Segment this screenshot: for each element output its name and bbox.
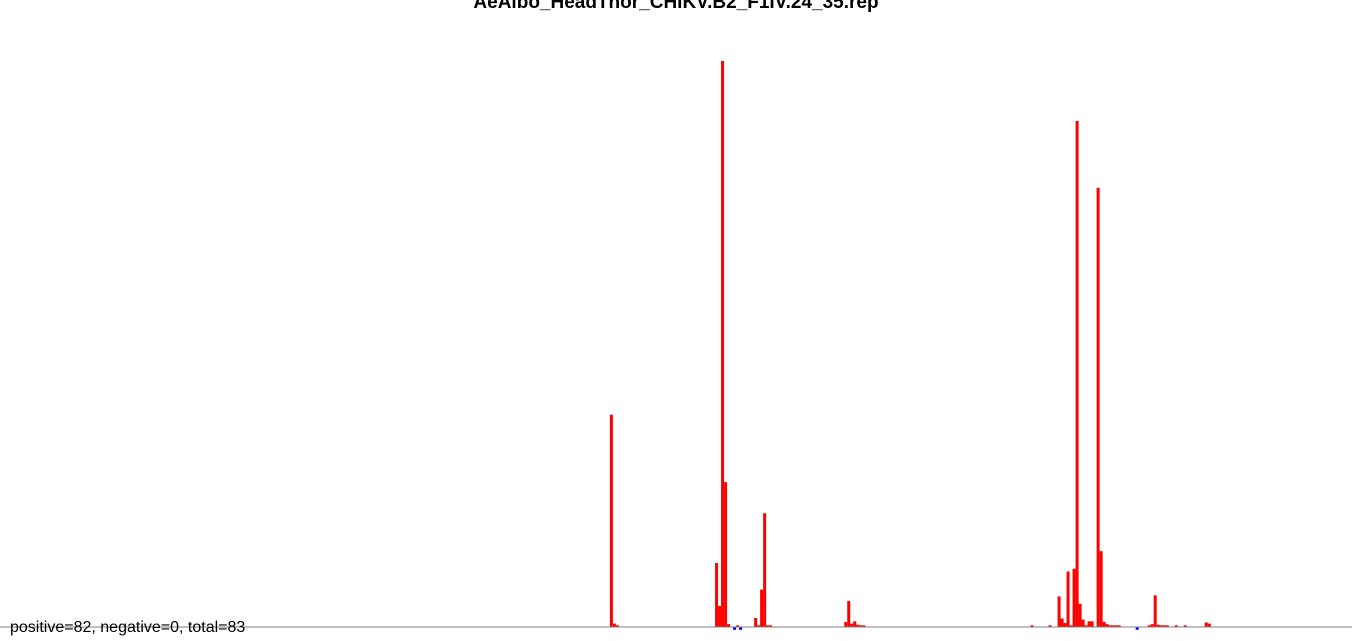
bars-group [609, 61, 1211, 630]
positive-bar [1087, 621, 1091, 627]
positive-bar [1150, 624, 1154, 627]
positive-bar [1159, 625, 1163, 627]
positive-bar [1030, 625, 1034, 627]
positive-bar [1102, 621, 1106, 627]
positive-bar [1069, 625, 1073, 627]
positive-bar [1114, 625, 1118, 627]
positive-bar [847, 600, 851, 627]
positive-bar [1174, 625, 1178, 627]
positive-bar [1060, 618, 1064, 627]
positive-bar [1147, 625, 1151, 627]
positive-bar [1099, 551, 1103, 627]
positive-bar [1057, 596, 1061, 627]
positive-bar [1075, 121, 1079, 627]
positive-bar [718, 606, 722, 627]
positive-bar [1108, 625, 1112, 627]
positive-bar [1162, 625, 1166, 627]
negative-bar [1135, 627, 1139, 630]
positive-bar [1153, 595, 1157, 627]
positive-bar [609, 414, 613, 627]
positive-bar [1096, 187, 1100, 627]
positive-bar [1090, 621, 1094, 627]
positive-bar [724, 482, 728, 627]
positive-bar [1066, 571, 1070, 627]
positive-bar [612, 623, 616, 627]
positive-bar [766, 625, 770, 627]
positive-bar [721, 61, 725, 627]
negative-bar [733, 627, 737, 630]
positive-bar [1084, 625, 1088, 627]
positive-bar [760, 589, 764, 627]
summary-text: positive=82, negative=0, total=83 [10, 619, 245, 636]
positive-bar [1183, 625, 1187, 627]
positive-bar [856, 624, 860, 627]
positive-bar [1105, 624, 1109, 627]
positive-bar [1156, 624, 1160, 627]
positive-bar [754, 617, 758, 627]
positive-bar [844, 621, 848, 627]
positive-bar [853, 621, 857, 627]
positive-bar [1048, 625, 1052, 627]
positive-bar [1078, 603, 1082, 627]
positive-bar [763, 513, 767, 627]
positive-bar [850, 623, 854, 627]
negative-bar [739, 627, 743, 630]
positive-bar [1117, 625, 1121, 627]
positive-bar [1072, 568, 1076, 627]
chart-title: AeAlbo_HeadThor_CHIKV.B2_F1IV.24_35.rep [473, 0, 878, 13]
positive-bar [862, 625, 866, 627]
positive-bar [715, 563, 719, 627]
positive-bar [736, 625, 740, 627]
positive-bar [1111, 625, 1115, 627]
positive-bar [859, 625, 863, 627]
positive-bar [727, 624, 731, 627]
positive-bar [1207, 623, 1211, 627]
positive-bar [1204, 622, 1208, 627]
positive-bar [615, 625, 619, 627]
positive-bar [757, 625, 761, 627]
positive-bar [1165, 625, 1169, 627]
positive-bar [1081, 619, 1085, 627]
positive-bar [769, 625, 773, 627]
positive-bar [1063, 623, 1067, 627]
